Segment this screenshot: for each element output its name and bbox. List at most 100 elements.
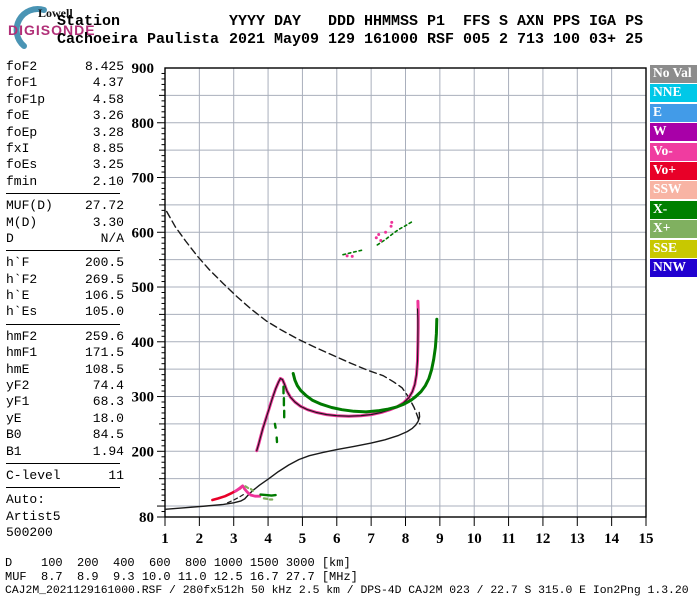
parameter-label: h`F <box>6 255 30 271</box>
parameter-label: hmF2 <box>6 328 38 344</box>
parameter-label: MUF(D) <box>6 198 53 214</box>
x-tick-label: 9 <box>436 531 444 547</box>
x-tick-label: 5 <box>299 531 307 547</box>
parameter-value: 1.94 <box>92 443 124 459</box>
legend-item-no-val: No Val <box>650 65 697 83</box>
parameter-label: h`E <box>6 288 30 304</box>
parameter-label: foEp <box>6 124 38 140</box>
parameter-row: foEs 3.25 <box>6 157 124 173</box>
series-o-trace-f <box>255 299 420 453</box>
y-tick-label: 200 <box>132 444 155 460</box>
parameter-row: foF1 4.37 <box>6 75 124 91</box>
x-tick-label: 11 <box>501 531 515 547</box>
parameter-row: yE 18.0 <box>6 411 124 427</box>
x-tick-label: 6 <box>333 531 341 547</box>
parameter-label: fxI <box>6 140 30 156</box>
footer-info: CAJ2M_2021129161000.RSF / 280fx512h 50 k… <box>5 585 689 597</box>
parameter-label: B1 <box>6 443 22 459</box>
series-x-trace-e-green <box>259 493 277 497</box>
x-tick-label: 1 <box>161 531 169 547</box>
legend-item-nnw: NNW <box>650 258 697 277</box>
parameter-label: Auto: <box>6 492 46 508</box>
panel-separator <box>6 462 120 464</box>
parameter-label: C-level <box>6 467 61 483</box>
parameter-row: D N/A <box>6 231 124 247</box>
x-tick-label: 3 <box>230 531 238 547</box>
parameter-value: N/A <box>100 230 124 246</box>
y-tick-label: 900 <box>132 61 155 77</box>
parameter-row: B0 84.5 <box>6 427 124 443</box>
legend-item-nne: NNE <box>650 84 697 103</box>
parameter-label: Artist5 <box>6 508 61 524</box>
x-tick-label: 14 <box>604 531 620 547</box>
panel-separator <box>6 323 120 325</box>
series-x-trace-f <box>291 317 439 414</box>
parameter-label: foE <box>6 108 30 124</box>
parameter-row: yF1 68.3 <box>6 394 124 410</box>
parameter-row: Artist5 <box>6 509 124 525</box>
logo-arc-icon <box>13 6 47 49</box>
parameter-row: M(D) 3.30 <box>6 215 124 231</box>
parameter-label: h`F2 <box>6 271 38 287</box>
parameter-row: hmF1 171.5 <box>6 345 124 361</box>
parameter-value: 18.0 <box>92 410 124 426</box>
parameter-row: Auto: <box>6 492 124 508</box>
parameter-value: 2.10 <box>92 173 124 189</box>
legend-item-x-: X+ <box>650 220 697 239</box>
parameter-label: foF1p <box>6 91 46 107</box>
legend-item-e: E <box>650 103 697 122</box>
parameter-value: 4.58 <box>92 91 124 107</box>
parameter-row: h`E 106.5 <box>6 288 124 304</box>
parameter-value: 106.5 <box>84 288 124 304</box>
parameter-label: foEs <box>6 157 38 173</box>
x-tick-label: 10 <box>467 531 482 547</box>
parameter-value: 171.5 <box>84 345 124 361</box>
parameter-label: foF1 <box>6 75 38 91</box>
series-x-trace-f-dashes <box>273 385 286 444</box>
parameter-row: foF1p 4.58 <box>6 92 124 108</box>
parameter-label: D <box>6 230 14 246</box>
x-tick-label: 4 <box>264 531 272 547</box>
parameter-value: 74.4 <box>92 378 124 394</box>
x-tick-label: 2 <box>196 531 204 547</box>
legend-item-w: W <box>650 123 697 142</box>
echo-color-legend: No Val NNE E W Vo- Vo+ SSW X- X+ SSE NNW <box>650 65 697 278</box>
x-tick-label: 7 <box>367 531 375 547</box>
y-tick-label: 400 <box>132 335 155 351</box>
parameter-label: hmE <box>6 361 30 377</box>
parameter-value: 3.25 <box>92 157 124 173</box>
parameter-row: fmin 2.10 <box>6 174 124 190</box>
parameter-row: fxI 8.85 <box>6 141 124 157</box>
parameter-value: 108.5 <box>84 361 124 377</box>
parameter-value: 68.3 <box>92 394 124 410</box>
y-tick-label: 500 <box>132 280 155 296</box>
parameter-value: 4.37 <box>92 75 124 91</box>
x-tick-label: 15 <box>639 531 654 547</box>
parameter-label: 500200 <box>6 525 53 541</box>
parameter-row: h`Es 105.0 <box>6 304 124 320</box>
parameter-value: 3.26 <box>92 108 124 124</box>
panel-separator <box>6 487 120 489</box>
parameter-value: 200.5 <box>84 255 124 271</box>
chart-axes <box>157 67 647 526</box>
parameter-value: 27.72 <box>84 198 124 214</box>
series-o-trace-f-fit <box>256 308 419 452</box>
parameter-row: hmF2 259.6 <box>6 329 124 345</box>
parameter-row: foE 3.26 <box>6 108 124 124</box>
parameter-label: M(D) <box>6 214 38 230</box>
parameter-value: 84.5 <box>92 427 124 443</box>
distance-scale-row: D 100 200 400 600 800 1000 1500 3000 [km… <box>5 556 351 570</box>
series-second-hop-green-b <box>376 221 413 246</box>
legend-item-ssw: SSW <box>650 181 697 200</box>
panel-separator <box>6 250 120 252</box>
digisonde-logo: Lowell DIGISONDE <box>4 2 134 49</box>
parameter-label: B0 <box>6 427 22 443</box>
parameter-label: fmin <box>6 173 38 189</box>
parameter-row: B1 1.94 <box>6 444 124 460</box>
header-station-label: Station <box>57 13 121 30</box>
header-station-name: Cachoeira Paulista <box>57 31 220 48</box>
x-tick-label: 12 <box>535 531 550 547</box>
logo-digisonde-text: DIGISONDE <box>8 22 96 38</box>
